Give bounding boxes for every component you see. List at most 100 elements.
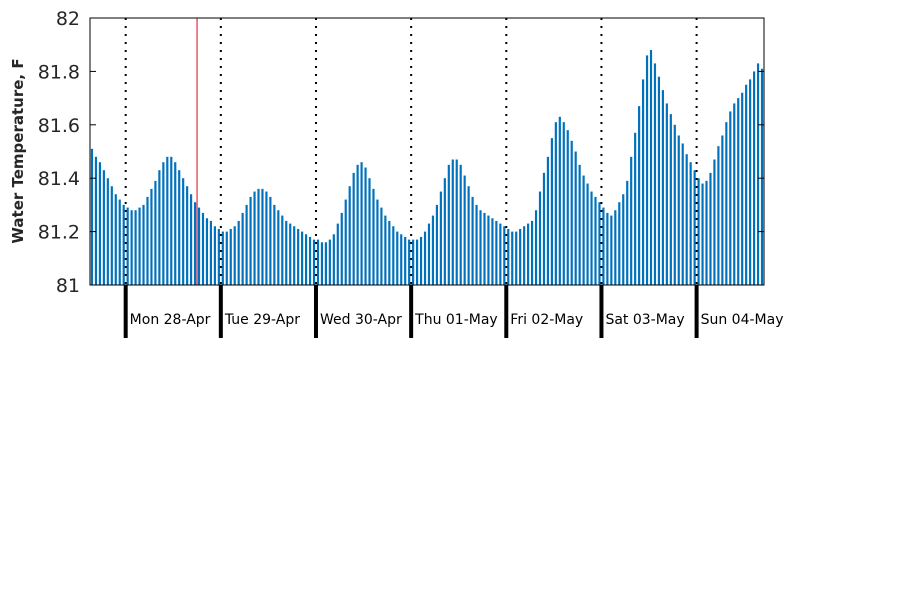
bar <box>626 180 629 285</box>
bar <box>638 106 641 285</box>
bar <box>237 220 240 285</box>
bar <box>598 202 601 285</box>
bar <box>376 199 379 285</box>
bar <box>94 156 98 285</box>
bar <box>233 226 236 285</box>
bar <box>618 202 621 285</box>
bar <box>162 162 165 285</box>
bar <box>118 199 121 285</box>
day-label: Wed 30-Apr <box>320 312 402 328</box>
bar <box>154 180 157 285</box>
bar <box>221 231 224 285</box>
bar <box>98 162 101 285</box>
bar <box>566 130 569 285</box>
bar <box>122 204 125 285</box>
bar <box>400 234 403 285</box>
bar <box>158 170 161 285</box>
bar <box>320 242 324 285</box>
bar <box>538 191 542 285</box>
bar <box>110 186 113 285</box>
bar <box>253 191 256 285</box>
y-tick-label: 81.4 <box>38 168 80 190</box>
bar <box>669 114 672 286</box>
bar <box>741 92 744 285</box>
bar <box>435 204 438 285</box>
bar <box>126 207 129 285</box>
day-label: Thu 01-May <box>414 312 498 328</box>
day-label: Sun 04-May <box>701 312 784 328</box>
bar <box>499 223 502 285</box>
bar <box>737 98 740 285</box>
bar <box>546 156 550 285</box>
bar <box>213 226 216 285</box>
bar <box>729 111 732 285</box>
bar <box>463 175 466 285</box>
bar <box>289 223 292 285</box>
bar <box>515 231 518 285</box>
bar <box>281 215 284 285</box>
bar <box>368 178 371 285</box>
bar <box>594 196 597 285</box>
bar <box>170 156 173 285</box>
bar <box>503 226 506 285</box>
bar <box>745 84 748 285</box>
bar <box>760 68 764 285</box>
bar <box>721 135 724 285</box>
bar <box>142 204 145 285</box>
bar <box>257 188 260 285</box>
bar <box>328 239 331 285</box>
bar <box>447 164 450 285</box>
bar <box>416 239 419 285</box>
bar <box>384 215 387 285</box>
bar <box>614 210 617 285</box>
bar <box>562 122 565 285</box>
bar <box>190 194 193 285</box>
bar <box>265 191 268 285</box>
bar <box>241 212 244 285</box>
bar <box>285 220 288 285</box>
bar <box>431 215 435 285</box>
bar-series <box>90 50 764 286</box>
bar <box>630 156 633 285</box>
y-axis-label: Water Temperature, F <box>9 58 27 243</box>
bar <box>304 234 308 285</box>
bar <box>269 196 272 285</box>
bar <box>316 239 320 285</box>
bar <box>582 175 585 285</box>
bar <box>709 172 712 285</box>
day-label: Fri 02-May <box>510 312 583 328</box>
bar <box>641 79 645 285</box>
bar <box>197 207 201 285</box>
y-axis-ticks: 81 81.2 81.4 81.6 81.8 82 <box>38 8 764 297</box>
y-tick-label: 81.8 <box>38 61 80 83</box>
bar <box>534 210 538 285</box>
bar <box>340 212 343 285</box>
bar <box>166 156 169 285</box>
bar <box>645 55 649 285</box>
bar <box>511 231 514 285</box>
bar <box>217 228 220 285</box>
bar <box>193 202 197 285</box>
bar <box>634 132 637 285</box>
bar <box>114 194 117 285</box>
bar <box>372 188 375 285</box>
bar <box>439 191 442 285</box>
bar <box>182 178 185 285</box>
bar <box>459 164 462 285</box>
bar <box>578 164 581 285</box>
bar <box>713 159 716 285</box>
bar <box>606 212 609 285</box>
bar <box>685 154 688 285</box>
bar <box>344 199 347 285</box>
y-tick-label: 81.6 <box>38 115 80 137</box>
bar <box>106 178 109 285</box>
day-label: Mon 28-Apr <box>130 312 211 328</box>
bar <box>507 228 510 285</box>
bar <box>483 212 486 285</box>
bar <box>348 186 351 285</box>
bar <box>753 71 756 286</box>
bar <box>245 204 248 285</box>
bar <box>725 122 728 285</box>
bar <box>308 236 312 285</box>
